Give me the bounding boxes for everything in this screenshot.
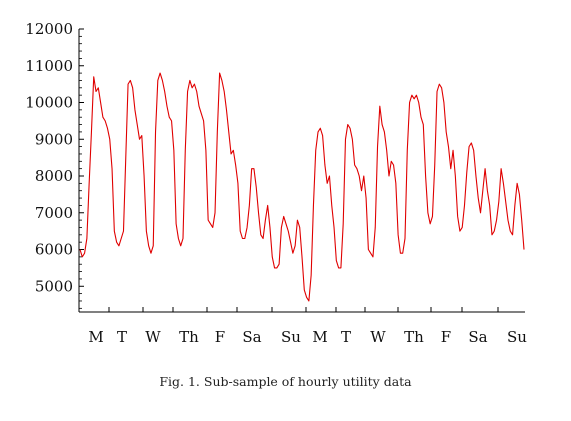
- x-axis-ticks: M T W Th F Sa Su M T W Th F Sa Su: [88, 307, 527, 346]
- x-tick-label: Su: [507, 328, 527, 346]
- x-tick-label: Th: [179, 328, 199, 346]
- y-tick-label: 12000: [25, 20, 73, 38]
- y-tick-label: 6000: [35, 241, 73, 259]
- x-tick-label: M: [88, 328, 103, 346]
- x-tick-label: Th: [404, 328, 424, 346]
- x-tick-label: T: [341, 328, 351, 346]
- x-tick-label: Sa: [468, 328, 487, 346]
- y-tick-label: 10000: [25, 94, 73, 112]
- x-tick-label: F: [441, 328, 451, 346]
- x-tick-label: F: [215, 328, 225, 346]
- y-tick-label: 5000: [35, 277, 73, 295]
- series-line: [79, 72, 525, 302]
- y-tick-label: 11000: [25, 57, 73, 75]
- y-tick-label: 8000: [35, 167, 73, 185]
- chart-axes: [78, 29, 525, 313]
- x-tick-label: W: [370, 328, 386, 346]
- x-tick-label: Su: [281, 328, 301, 346]
- figure-caption: Fig. 1. Sub-sample of hourly utility dat…: [159, 374, 412, 389]
- x-tick-label: W: [145, 328, 161, 346]
- y-tick-label: 9000: [35, 130, 73, 148]
- x-tick-label: T: [117, 328, 127, 346]
- x-tick-label: M: [312, 328, 327, 346]
- y-axis-ticks: 5000 6000 7000 8000 9000 10000 11000 12000: [25, 20, 84, 309]
- x-tick-label: Sa: [242, 328, 261, 346]
- plot-area: [79, 72, 525, 302]
- y-tick-label: 7000: [35, 204, 73, 222]
